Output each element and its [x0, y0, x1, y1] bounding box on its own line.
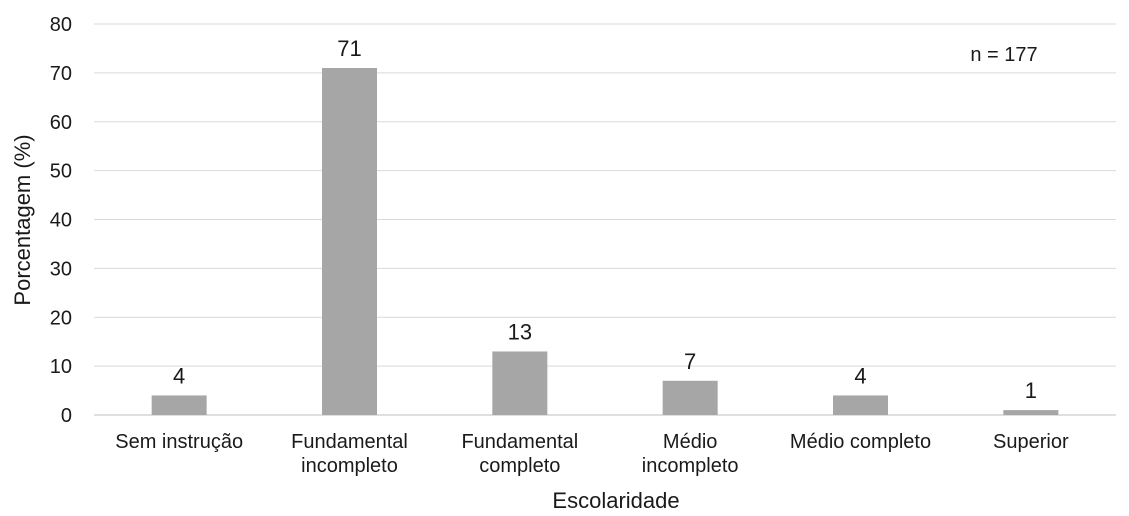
- bars: [151, 67, 1059, 416]
- bar: [662, 380, 718, 415]
- y-tick-label: 50: [50, 161, 72, 183]
- x-category-label: Superior: [993, 431, 1069, 453]
- bar-data-label: 13: [508, 319, 532, 344]
- x-axis-title: Escolaridade: [552, 488, 679, 513]
- y-tick-label: 10: [50, 356, 72, 378]
- bar-data-label: 4: [854, 363, 866, 388]
- bar: [1003, 410, 1059, 415]
- gridlines: [94, 23, 1116, 416]
- x-axis-categories: Sem instrução Fundamental incompleto Fundam…: [115, 431, 1069, 477]
- y-tick-label: 60: [50, 112, 72, 134]
- y-tick-label: 30: [50, 258, 72, 280]
- y-tick-label: 40: [50, 210, 72, 232]
- bar: [492, 351, 548, 415]
- x-category-label: Sem instrução: [115, 431, 243, 453]
- data-labels: 4 71 13 7 4 1: [173, 36, 1037, 403]
- y-tick-label: 20: [50, 307, 72, 329]
- bar-data-label: 7: [684, 349, 696, 374]
- x-category-label: Médio incompleto: [642, 431, 739, 477]
- x-category-label: Fundamental completo: [461, 431, 578, 477]
- bar: [322, 67, 377, 416]
- bar-data-label: 4: [173, 363, 185, 388]
- y-axis-ticks: 0 10 20 30 40 50 60 70 80: [50, 14, 72, 427]
- sample-size-annotation: n = 177: [970, 44, 1037, 66]
- bar: [151, 395, 207, 415]
- x-category-label: Médio completo: [790, 431, 931, 453]
- bar: [833, 395, 888, 415]
- bar-data-label: 1: [1025, 378, 1037, 403]
- y-tick-label: 80: [50, 14, 72, 36]
- bar-data-label: 71: [337, 36, 361, 61]
- x-category-label: Fundamental incompleto: [291, 431, 408, 477]
- y-axis-title: Porcentagem (%): [10, 134, 35, 305]
- y-tick-label: 0: [61, 405, 72, 427]
- y-tick-label: 70: [50, 63, 72, 85]
